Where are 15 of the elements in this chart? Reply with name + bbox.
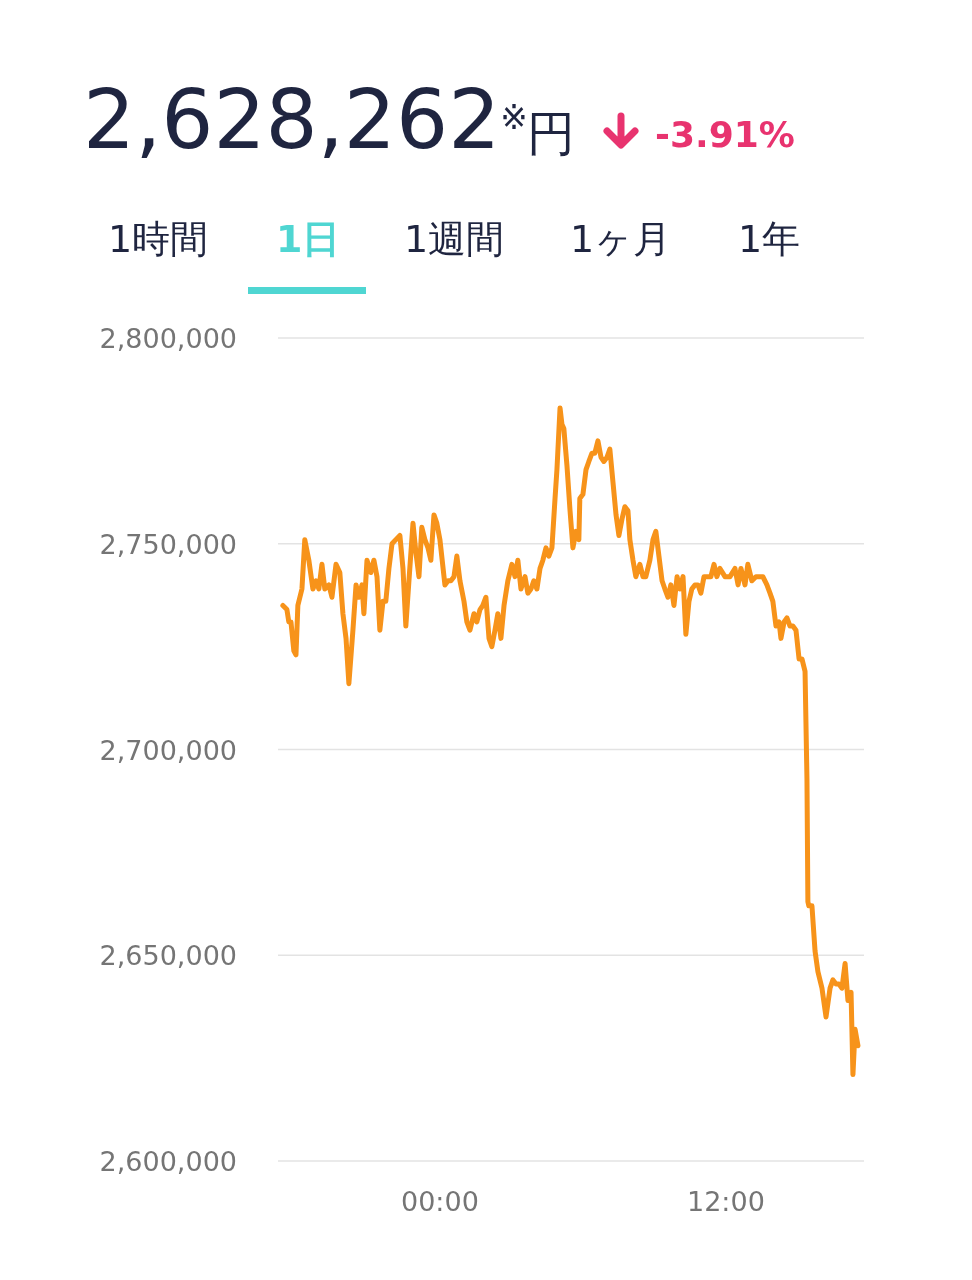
text: 1週間 [404, 217, 505, 261]
text: 円 [527, 105, 575, 161]
y-tick-label: 2,600,000 [99, 1146, 237, 1177]
text: 1年 [738, 217, 801, 261]
y-tick-label: 2,750,000 [99, 528, 237, 560]
x-tick-label: 12:00 [687, 1186, 765, 1217]
y-tick-label: 2,800,000 [99, 323, 237, 354]
text: 1日 [276, 217, 341, 261]
x-tick-label: 00:00 [401, 1186, 479, 1217]
chart-title: 2,628,262$^{※}$ [83, 72, 528, 167]
text: 1ヶ月 [570, 217, 672, 261]
text: 1時間 [108, 217, 209, 261]
y-tick-label: 2,700,000 [99, 734, 237, 766]
y-tick-label: 2,650,000 [99, 940, 237, 972]
text: -3.91% [655, 114, 795, 155]
